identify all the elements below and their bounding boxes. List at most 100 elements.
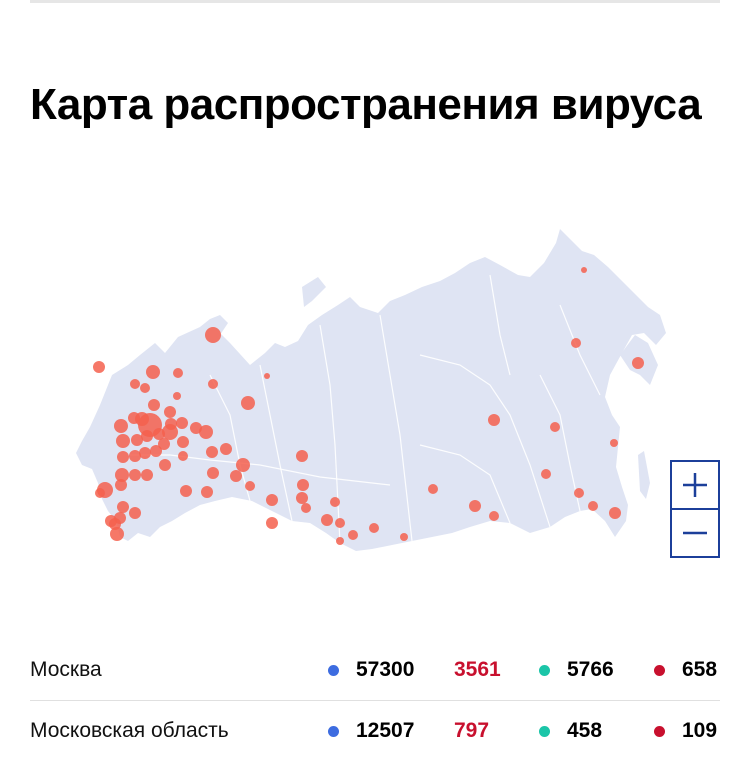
case-marker[interactable] [336, 537, 344, 545]
case-marker[interactable] [117, 451, 129, 463]
zoom-out-button[interactable] [670, 508, 720, 558]
case-marker[interactable] [129, 507, 141, 519]
case-marker[interactable] [130, 379, 140, 389]
case-marker[interactable] [550, 422, 560, 432]
recovered-dot [539, 725, 550, 737]
case-marker[interactable] [574, 488, 584, 498]
case-marker[interactable] [266, 494, 278, 506]
case-marker[interactable] [205, 327, 221, 343]
recovered-cell: 5766 [539, 658, 614, 682]
recovered-dot [539, 664, 550, 676]
page-title: Карта распространения вируса [30, 80, 702, 129]
case-marker[interactable] [164, 406, 176, 418]
recovered-value: 5766 [567, 658, 614, 681]
case-marker[interactable] [199, 425, 213, 439]
case-marker[interactable] [400, 533, 408, 541]
case-marker[interactable] [348, 530, 358, 540]
case-marker[interactable] [115, 479, 127, 491]
case-marker[interactable] [489, 511, 499, 521]
deaths-cell: 658 [654, 658, 717, 682]
case-marker[interactable] [140, 383, 150, 393]
cases-cell: 57300 [328, 658, 414, 682]
case-marker[interactable] [117, 501, 129, 513]
case-marker[interactable] [245, 481, 255, 491]
deaths-value: 658 [682, 658, 718, 681]
region-name: Московская область [30, 719, 229, 742]
case-marker[interactable] [581, 267, 587, 273]
case-marker[interactable] [632, 357, 644, 369]
case-marker[interactable] [162, 424, 178, 440]
case-marker[interactable] [158, 438, 170, 450]
case-marker[interactable] [153, 428, 165, 440]
case-marker[interactable] [610, 439, 618, 447]
case-marker[interactable] [207, 467, 219, 479]
deaths-dot [654, 664, 665, 676]
case-marker[interactable] [330, 497, 340, 507]
map-svg[interactable] [60, 215, 680, 575]
region-name: Москва [30, 658, 102, 681]
case-marker[interactable] [571, 338, 581, 348]
case-marker[interactable] [105, 515, 117, 527]
case-marker[interactable] [264, 373, 270, 379]
case-marker[interactable] [150, 445, 162, 457]
case-marker[interactable] [93, 361, 105, 373]
top-divider [30, 0, 720, 3]
case-marker[interactable] [95, 488, 105, 498]
case-marker[interactable] [110, 527, 124, 541]
case-marker[interactable] [335, 518, 345, 528]
case-marker[interactable] [588, 501, 598, 511]
cases-dot [328, 725, 339, 737]
case-marker[interactable] [220, 443, 232, 455]
case-marker[interactable] [469, 500, 481, 512]
cases-cell: 12507 [328, 719, 414, 743]
case-marker[interactable] [129, 450, 141, 462]
case-marker[interactable] [266, 517, 278, 529]
case-marker[interactable] [488, 414, 500, 426]
stats-table: Москва 57300 3561 5766 658 Московская об… [30, 640, 720, 761]
case-marker[interactable] [236, 458, 250, 472]
case-marker[interactable] [296, 450, 308, 462]
map-land [76, 229, 666, 551]
case-markers [93, 267, 644, 545]
new-cases-value: 3561 [454, 658, 501, 681]
case-marker[interactable] [321, 514, 333, 526]
table-row[interactable]: Москва 57300 3561 5766 658 [30, 640, 720, 700]
case-marker[interactable] [428, 484, 438, 494]
case-marker[interactable] [141, 469, 153, 481]
case-marker[interactable] [176, 417, 188, 429]
case-marker[interactable] [131, 434, 143, 446]
case-marker[interactable] [173, 392, 181, 400]
cases-dot [328, 664, 339, 676]
case-marker[interactable] [369, 523, 379, 533]
case-marker[interactable] [141, 430, 153, 442]
table-row[interactable]: Московская область 12507 797 458 109 [30, 700, 720, 761]
case-marker[interactable] [541, 469, 551, 479]
case-marker[interactable] [230, 470, 242, 482]
cases-value: 57300 [356, 658, 415, 681]
case-marker[interactable] [296, 492, 308, 504]
case-marker[interactable] [609, 507, 621, 519]
case-marker[interactable] [190, 422, 202, 434]
case-marker[interactable] [208, 379, 218, 389]
case-marker[interactable] [129, 469, 141, 481]
zoom-in-button[interactable] [670, 460, 720, 510]
case-marker[interactable] [301, 503, 311, 513]
case-marker[interactable] [173, 368, 183, 378]
case-marker[interactable] [201, 486, 213, 498]
case-marker[interactable] [178, 451, 188, 461]
case-marker[interactable] [180, 485, 192, 497]
case-marker[interactable] [206, 446, 218, 458]
case-marker[interactable] [159, 459, 171, 471]
case-marker[interactable] [116, 434, 130, 448]
case-marker[interactable] [297, 479, 309, 491]
case-marker[interactable] [241, 396, 255, 410]
case-marker[interactable] [139, 447, 151, 459]
case-marker[interactable] [114, 419, 128, 433]
case-marker[interactable] [177, 436, 189, 448]
case-marker[interactable] [148, 399, 160, 411]
russia-map[interactable] [60, 215, 680, 575]
case-marker[interactable] [146, 365, 160, 379]
case-marker[interactable] [128, 412, 140, 424]
case-marker[interactable] [115, 468, 129, 482]
recovered-cell: 458 [539, 719, 602, 743]
